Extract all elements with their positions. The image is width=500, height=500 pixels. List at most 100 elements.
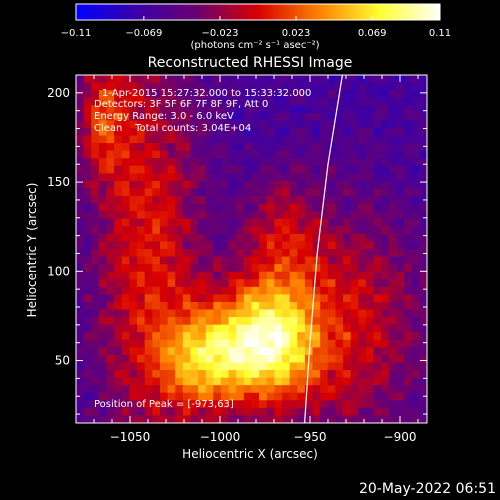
heatmap-cell (122, 219, 130, 227)
heatmap-cell (129, 211, 137, 219)
heatmap-cell (282, 249, 290, 257)
heatmap-cell (244, 264, 252, 272)
heatmap-cell (297, 105, 305, 113)
heatmap-cell (91, 325, 99, 333)
heatmap-cell (381, 287, 389, 295)
heatmap-cell (366, 204, 374, 212)
heatmap-cell (129, 181, 137, 189)
heatmap-cell (252, 196, 260, 204)
heatmap-cell (351, 83, 359, 91)
heatmap-cell (252, 294, 260, 302)
heatmap-cell (137, 249, 145, 257)
heatmap-cell (351, 332, 359, 340)
heatmap-cell (274, 362, 282, 370)
heatmap-cell (412, 287, 420, 295)
heatmap-cell (313, 355, 321, 363)
heatmap-cell (320, 332, 328, 340)
heatmap-cell (351, 120, 359, 128)
heatmap-cell (229, 287, 237, 295)
heatmap-cell (290, 287, 298, 295)
y-axis-label: Heliocentric Y (arcsec) (25, 183, 39, 318)
heatmap-cell (358, 325, 366, 333)
heatmap-cell (236, 204, 244, 212)
heatmap-cell (404, 75, 412, 83)
heatmap-cell (396, 151, 404, 159)
heatmap-cell (313, 188, 321, 196)
heatmap-cell (244, 400, 252, 408)
heatmap-cell (305, 226, 313, 234)
heatmap-cell (145, 415, 153, 423)
heatmap-cell (160, 136, 168, 144)
heatmap-cell (84, 98, 92, 106)
heatmap-cell (236, 249, 244, 257)
heatmap-cell (76, 90, 84, 98)
heatmap-cell (168, 287, 176, 295)
heatmap-cell (244, 362, 252, 370)
heatmap-cell (328, 378, 336, 386)
heatmap-cell (297, 362, 305, 370)
heatmap-cell (244, 370, 252, 378)
heatmap-cell (236, 400, 244, 408)
heatmap-cell (76, 310, 84, 318)
heatmap-cell (114, 355, 122, 363)
heatmap-cell (175, 378, 183, 386)
heatmap-cell (91, 143, 99, 151)
heatmap-cell (190, 317, 198, 325)
heatmap-cell (374, 302, 382, 310)
heatmap-cell (221, 143, 229, 151)
heatmap-cell (374, 181, 382, 189)
heatmap-cell (236, 272, 244, 280)
heatmap-cell (389, 196, 397, 204)
heatmap-cell (267, 400, 275, 408)
heatmap-cell (290, 408, 298, 416)
heatmap-cell (221, 279, 229, 287)
heatmap-cell (198, 173, 206, 181)
heatmap-cell (335, 294, 343, 302)
heatmap-cell (358, 287, 366, 295)
heatmap-cell (190, 287, 198, 295)
heatmap-cell (366, 173, 374, 181)
heatmap-cell (297, 249, 305, 257)
heatmap-cell (168, 136, 176, 144)
heatmap-cell (145, 173, 153, 181)
heatmap-cell (129, 166, 137, 174)
heatmap-cell (198, 279, 206, 287)
heatmap-cell (175, 325, 183, 333)
heatmap-cell (419, 310, 427, 318)
heatmap-cell (419, 325, 427, 333)
heatmap-cell (206, 249, 214, 257)
heatmap-cell (412, 355, 420, 363)
heatmap-cell (389, 362, 397, 370)
heatmap-cell (320, 83, 328, 91)
heatmap-cell (412, 105, 420, 113)
heatmap-cell (343, 340, 351, 348)
heatmap-cell (305, 249, 313, 257)
heatmap-cell (91, 234, 99, 242)
heatmap-cell (175, 136, 183, 144)
heatmap-cell (152, 347, 160, 355)
heatmap-cell (358, 136, 366, 144)
heatmap-cell (259, 362, 267, 370)
heatmap-cell (183, 158, 191, 166)
heatmap-cell (84, 166, 92, 174)
heatmap-cell (374, 234, 382, 242)
heatmap-cell (145, 302, 153, 310)
heatmap-cell (122, 279, 130, 287)
heatmap-cell (236, 370, 244, 378)
heatmap-cell (107, 188, 115, 196)
heatmap-cell (145, 325, 153, 333)
heatmap-cell (366, 166, 374, 174)
heatmap-cell (206, 264, 214, 272)
heatmap-cell (129, 355, 137, 363)
heatmap-cell (206, 325, 214, 333)
heatmap-cell (335, 196, 343, 204)
heatmap-cell (305, 257, 313, 265)
heatmap-cell (221, 257, 229, 265)
heatmap-cell (129, 241, 137, 249)
heatmap-cell (190, 75, 198, 83)
heatmap-cell (297, 302, 305, 310)
heatmap-cell (221, 385, 229, 393)
heatmap-cell (198, 234, 206, 242)
heatmap-cell (351, 408, 359, 416)
heatmap-cell (282, 385, 290, 393)
